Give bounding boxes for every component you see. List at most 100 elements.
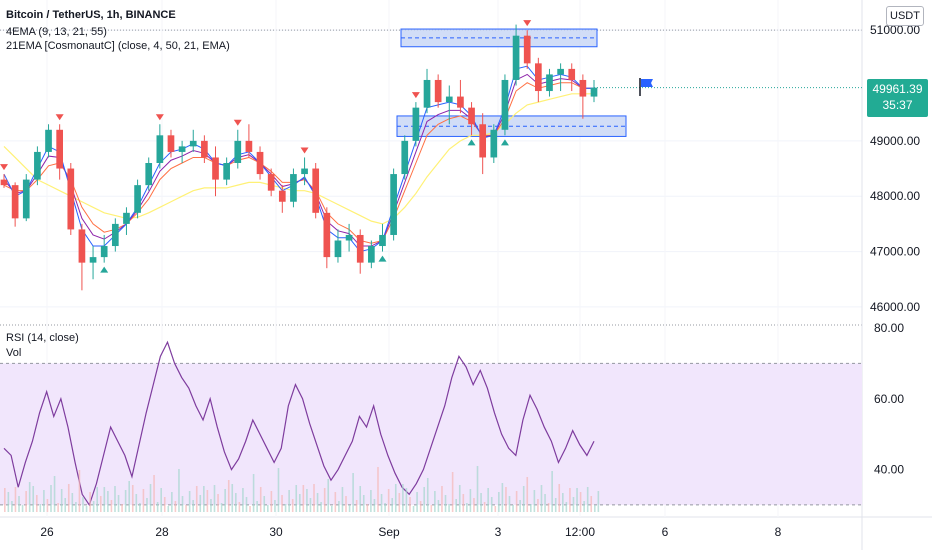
volume-bar	[53, 476, 56, 512]
volume-bar	[217, 494, 219, 512]
volume-bar	[25, 491, 27, 512]
buy-signal-marker	[378, 255, 387, 262]
signal-markers	[0, 20, 532, 273]
volume-bar	[313, 484, 315, 512]
indicator-21ema-label[interactable]: 21EMA [CosmonautC] (close, 4, 50, 21, EM…	[6, 40, 230, 52]
volume-bar	[99, 496, 102, 512]
volume-bar	[594, 505, 596, 512]
volume-bar	[252, 474, 255, 512]
candle-body	[512, 35, 520, 80]
volume-bar	[430, 505, 433, 512]
buy-signal-marker	[467, 139, 476, 146]
volume-bar	[46, 499, 49, 512]
volume-bar	[295, 485, 298, 512]
candle-body	[212, 157, 219, 180]
volume-bar	[458, 485, 461, 512]
volume-bar	[227, 480, 230, 512]
symbol-title[interactable]: Bitcoin / TetherUS, 1h, BINANCE	[6, 9, 176, 21]
candle-body	[189, 140, 197, 147]
volume-bar	[448, 504, 450, 512]
flag-icon[interactable]	[638, 76, 656, 98]
volume-bar	[21, 505, 24, 512]
currency-selector[interactable]: USDT	[886, 6, 924, 26]
candle-body	[312, 168, 320, 213]
volume-bar	[476, 466, 479, 512]
candle-body	[267, 174, 275, 191]
candle-body	[78, 229, 86, 263]
volume-bar	[242, 488, 244, 512]
indicator-rsi-label[interactable]: RSI (14, close)	[6, 332, 79, 344]
candle-body	[245, 140, 253, 152]
volume-bar	[171, 492, 173, 512]
candle-body	[568, 68, 576, 80]
volume-bar	[405, 488, 408, 512]
volume-bar	[572, 497, 575, 512]
sell-signal-marker	[233, 119, 242, 126]
candle-body	[368, 246, 375, 263]
volume-bar	[462, 494, 465, 512]
volume-bar	[302, 485, 305, 512]
rsi-tick-label: 60.00	[874, 392, 904, 406]
volume-bar	[455, 499, 457, 512]
price-tick-label: 48000.00	[870, 189, 920, 203]
volume-bar	[71, 493, 74, 512]
candle-body	[111, 223, 119, 247]
sell-signal-marker	[0, 164, 8, 171]
volume-bar	[480, 493, 482, 512]
volume-bar	[43, 490, 45, 512]
volume-bar	[235, 493, 237, 512]
volume-bar	[540, 485, 543, 512]
candle-body	[546, 74, 553, 92]
volume-bar	[299, 494, 301, 512]
volume-bar	[263, 496, 266, 512]
volume-bar	[544, 494, 546, 512]
volume-bar	[377, 467, 379, 512]
volume-bar	[409, 497, 411, 512]
volume-bar	[330, 506, 333, 512]
volume-bar	[11, 501, 13, 512]
volume-bar	[348, 505, 351, 512]
rsi-band	[0, 363, 862, 505]
candle-body	[278, 190, 286, 202]
volume-bar	[494, 506, 497, 512]
volume-bar	[107, 491, 109, 512]
volume-bar	[586, 487, 589, 512]
sell-signal-marker	[155, 114, 164, 121]
volume-bar	[490, 497, 493, 512]
candle-body	[557, 68, 564, 75]
time-tick-label: 26	[40, 525, 54, 539]
volume-bar	[419, 501, 422, 512]
volume-bar	[309, 498, 312, 512]
volume-bar	[195, 486, 198, 512]
volume-bar	[334, 492, 337, 512]
volume-bar	[199, 495, 202, 512]
bar-countdown: 35:37	[882, 98, 913, 112]
volume-bar	[75, 502, 77, 512]
indicator-4ema-label[interactable]: 4EMA (9, 13, 21, 55)	[6, 26, 107, 38]
candle-body	[379, 234, 386, 247]
candle-body	[523, 35, 531, 64]
volume-bar	[394, 484, 397, 512]
volume-bar	[153, 475, 155, 512]
time-tick-label: 28	[155, 525, 169, 539]
volume-bar	[483, 502, 486, 512]
candle-body	[479, 124, 487, 158]
candle-body	[123, 212, 130, 224]
indicator-vol-label[interactable]: Vol	[6, 347, 22, 359]
volume-bar	[4, 488, 6, 512]
volume-bar	[284, 504, 287, 512]
volume-bar	[547, 503, 550, 512]
rsi-panel	[0, 340, 862, 507]
rsi-tick-label: 80.00	[874, 321, 904, 335]
volume-bar	[320, 502, 322, 512]
candle-body	[590, 87, 598, 97]
price-tick-label: 46000.00	[870, 300, 920, 314]
sell-signal-marker	[523, 20, 532, 27]
volume-bar	[96, 487, 99, 512]
volume-bar	[238, 502, 241, 512]
volume-bar	[181, 496, 184, 512]
time-tick-label: Sep	[378, 525, 400, 539]
volume-bar	[355, 500, 358, 512]
